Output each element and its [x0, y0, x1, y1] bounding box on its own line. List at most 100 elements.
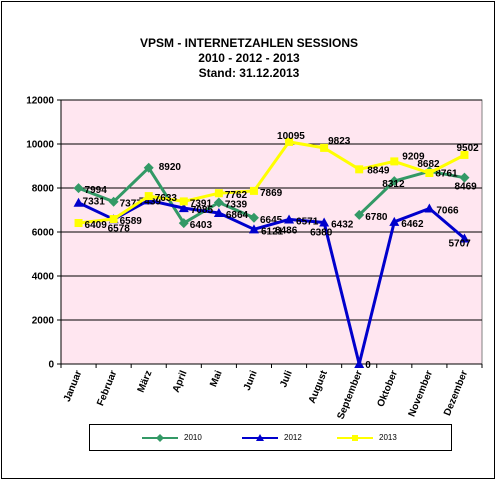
x-tick-label-6: Juli	[278, 369, 295, 389]
point-2012-November	[424, 203, 435, 213]
legend-label-2010: 2010	[184, 433, 202, 442]
data-label-2010-Februar: 7377	[120, 199, 143, 210]
point-2012-Juli	[284, 214, 295, 224]
data-label-2013-November: 8682	[417, 159, 440, 170]
point-2013-Juli	[285, 137, 294, 146]
series-line-2012	[77, 198, 466, 366]
data-label-2012-Oktober: 6462	[401, 219, 424, 230]
x-tick-label-2: März	[136, 369, 155, 394]
point-2013-September	[355, 165, 364, 174]
point-2012-September	[354, 359, 365, 368]
point-2012-Oktober	[389, 216, 400, 226]
point-2012-Mai	[213, 207, 224, 217]
data-label-2010-April: 6403	[190, 220, 213, 231]
data-label-2013-Januar: 6409	[85, 220, 108, 231]
point-2013-Februar	[109, 215, 118, 224]
x-tick-label-7: August	[307, 368, 330, 405]
plot-area: 0 2000 4000 6000 8000 10000 12000 Januar Februar…	[26, 96, 483, 421]
point-2010-Mai	[213, 197, 224, 208]
extra-data-label-1: 6380	[310, 228, 333, 239]
y-tick-label-8000: 8000	[32, 184, 55, 195]
data-label-2013-März: 7633	[155, 193, 178, 204]
x-tick-label-11: Dezember	[442, 369, 470, 418]
x-tick-label-10: November	[407, 369, 436, 419]
chart-title-line-1: VPSM - INTERNETZAHLEN SESSIONS	[139, 36, 359, 50]
data-label-2013-August: 9823	[328, 136, 351, 147]
data-label-2010-Januar: 7994	[85, 185, 108, 196]
y-tick-label-2000: 2000	[32, 316, 55, 327]
data-label-2010-Mai: 7339	[225, 200, 248, 211]
series-line-2010	[77, 166, 465, 225]
data-label-2010-Oktober: 8312	[382, 179, 405, 190]
x-tick-label-3: April	[171, 369, 190, 394]
extra-data-label-0: 6486	[275, 225, 298, 236]
point-2010-April	[178, 218, 189, 229]
data-label-2010-November: 8761	[435, 168, 458, 179]
data-label-2012-April: 7085	[191, 205, 214, 216]
data-label-2013-Dezember: 9502	[456, 143, 479, 154]
data-label-2013-Februar: 6589	[120, 216, 143, 227]
y-tick-label-10000: 10000	[26, 140, 54, 151]
legend-swatch-2010	[142, 434, 178, 442]
x-tick-label-8: September	[335, 369, 365, 421]
point-2013-August	[320, 143, 329, 152]
chart-title-line-2: 2010 - 2012 - 2013	[198, 51, 300, 65]
x-tick-label-1: Februar	[95, 369, 119, 408]
point-2013-Januar	[74, 219, 83, 228]
y-tick-label-0: 0	[48, 360, 54, 371]
point-2013-März	[144, 192, 153, 201]
legend: 2010 2012 2013	[89, 424, 452, 451]
data-label-2012-Februar: 6578	[108, 223, 131, 234]
point-2012-August	[319, 217, 330, 227]
data-label-2010-Juni: 6645	[260, 215, 283, 226]
point-2012-Dezember	[459, 233, 470, 243]
point-2010-Oktober	[389, 176, 400, 187]
point-2013-Dezember	[460, 150, 469, 159]
x-tick-label-4: Mai	[208, 369, 225, 389]
point-2010-März	[143, 162, 154, 173]
legend-label-2013: 2013	[379, 433, 397, 442]
y-tick-label-12000: 12000	[26, 96, 54, 107]
data-label-2010-September: 6780	[365, 212, 388, 223]
data-label-2012-Juni: 6121	[261, 226, 284, 237]
data-label-2010-März: 8920	[159, 162, 182, 173]
x-tick-label-9: Oktober	[376, 369, 401, 409]
data-label-2012-September: 0	[365, 360, 371, 371]
point-2010-Januar	[73, 183, 84, 194]
series-line-2013	[78, 140, 466, 225]
data-label-2013-September: 8849	[367, 165, 390, 176]
data-label-2012-März: 7439	[139, 196, 162, 207]
point-2013-Oktober	[390, 157, 399, 166]
point-2010-Juni	[248, 212, 259, 223]
data-label-2013-Oktober: 9209	[402, 151, 425, 162]
point-2012-Juni	[248, 224, 259, 234]
y-tick-label-6000: 6000	[32, 228, 55, 239]
data-label-2012-August: 6432	[331, 219, 354, 230]
x-tick-label-5: Juni	[242, 369, 260, 392]
data-label-2013-April: 7391	[190, 198, 213, 209]
y-tick-label-4000: 4000	[32, 272, 55, 283]
point-2013-November	[425, 168, 434, 177]
data-label-2012-Januar: 7331	[83, 197, 106, 208]
legend-label-2012: 2012	[284, 433, 302, 442]
legend-swatch-2013	[337, 435, 373, 441]
point-2013-April	[179, 197, 188, 206]
data-label-2012-Mai: 6864	[226, 210, 249, 221]
data-label-2013-Juni: 7869	[260, 188, 283, 199]
data-label-2013-Juli: 10095	[277, 131, 305, 142]
point-2012-Januar	[73, 197, 84, 207]
point-2012-April	[178, 203, 189, 213]
point-2013-Mai	[214, 189, 223, 198]
point-2010-Februar	[108, 196, 119, 207]
point-2013-Juni	[249, 186, 258, 195]
legend-swatch-2012	[242, 434, 278, 441]
data-label-2012-November: 7066	[436, 206, 459, 217]
data-label-2010-Dezember: 8469	[454, 182, 477, 193]
x-tick-label-0: Januar	[62, 369, 85, 404]
chart-title-line-3: Stand: 31.12.2013	[198, 66, 300, 80]
data-label-2013-Mai: 7762	[225, 190, 248, 201]
data-label-2012-Dezember: 5707	[448, 238, 471, 249]
data-label-2012-Juli: 6571	[296, 216, 319, 227]
